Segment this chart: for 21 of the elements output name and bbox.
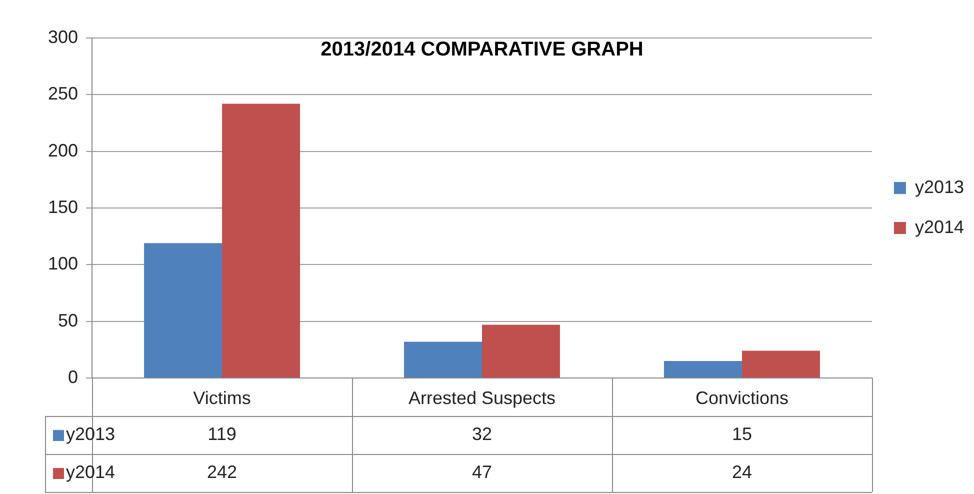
text: y2013 (914, 176, 964, 197)
data-label: 242 (206, 462, 238, 482)
x-tick-label: Arrested Suspects (408, 388, 556, 408)
data-label: 47 (472, 462, 492, 482)
y-tick-label: 200 (48, 140, 78, 160)
chart-title: 2013/2014 COMPARATIVE GRAPH (320, 38, 644, 61)
y-tick-label: 150 (48, 196, 78, 217)
y-tick-label: 0 (68, 366, 78, 387)
data-label: 24 (732, 462, 752, 482)
y-tick-label: 100 (48, 254, 78, 274)
x-tick-label: Victims (193, 388, 251, 408)
data-label: 15 (732, 424, 752, 444)
data-label: 119 (208, 424, 236, 444)
y-tick-label: 250 (48, 84, 78, 104)
legend-label: y2013 (66, 424, 116, 444)
x-tick-label: Convictions (695, 388, 788, 408)
y-tick-label: 300 (48, 26, 78, 47)
text: y2014 (66, 462, 116, 482)
legend-label: y2014 (914, 216, 964, 237)
data-label: 32 (472, 424, 492, 444)
y-tick-label: 50 (58, 310, 78, 330)
